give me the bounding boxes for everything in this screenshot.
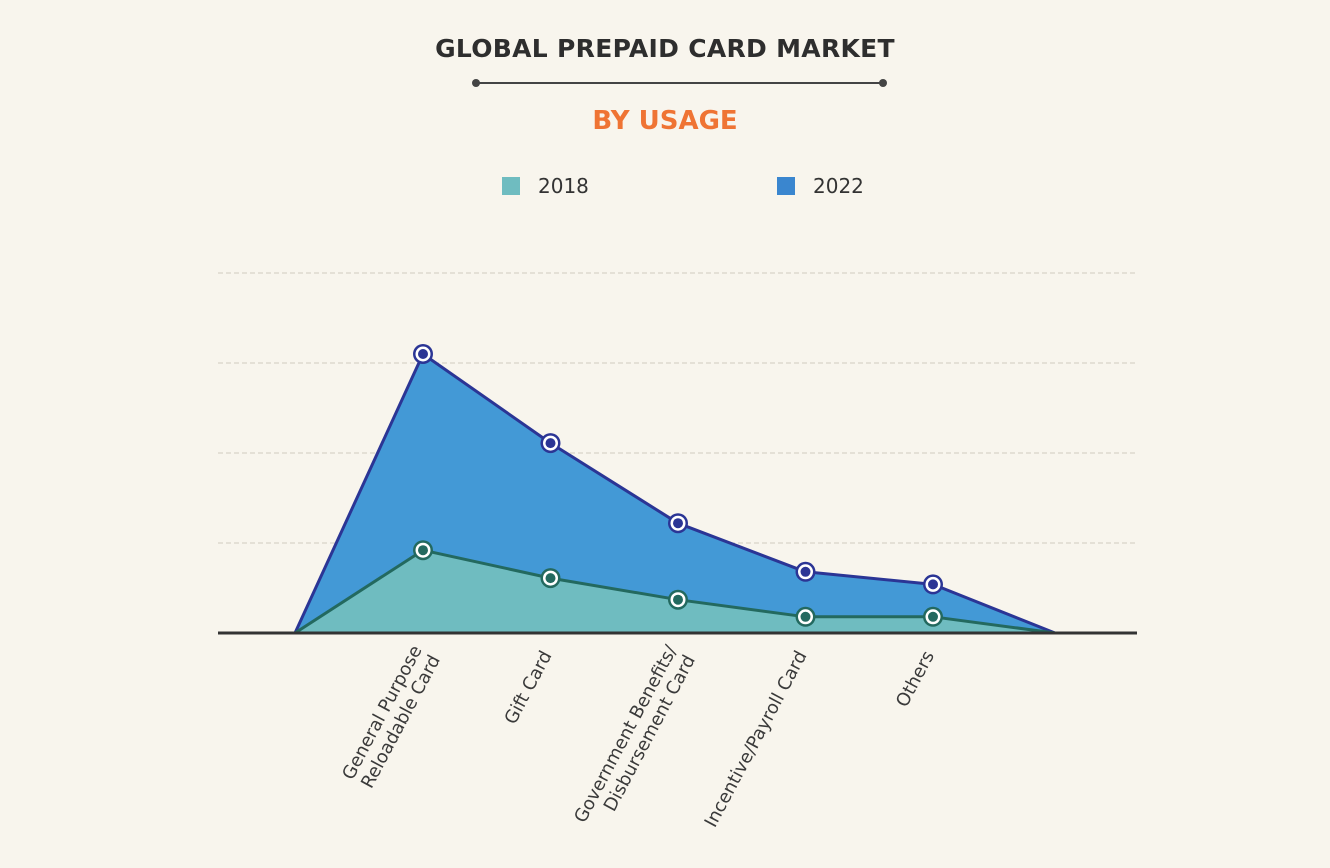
- marker-dot-2018: [418, 545, 428, 556]
- marker-dot-2018: [928, 611, 938, 622]
- chart-subtitle: BY USAGE: [592, 106, 738, 136]
- marker-dot-2018: [545, 573, 556, 584]
- marker-dot-2022: [800, 566, 811, 577]
- area-2018: [295, 550, 1055, 633]
- marker-dot-2018: [673, 594, 683, 605]
- legend-label-2018: 2018: [538, 174, 589, 198]
- x-tick-label-line: Others: [892, 647, 939, 710]
- marker-dot-2018: [800, 611, 811, 622]
- x-tick-label: Others: [892, 647, 939, 710]
- marker-dot-2022: [545, 438, 556, 449]
- marker-dot-2022: [673, 518, 683, 529]
- legend-swatch-2022: [777, 177, 795, 195]
- x-tick-label: General PurposeReloadable Card: [338, 642, 445, 793]
- x-tick-label: Gift Card: [500, 647, 556, 727]
- title-divider: [472, 79, 887, 87]
- legend-swatch-2018: [502, 177, 520, 195]
- marker-dot-2022: [928, 579, 938, 590]
- legend-item-2018: 2018: [502, 174, 589, 198]
- legend-item-2022: 2022: [777, 174, 864, 198]
- legend-label-2022: 2022: [813, 174, 864, 198]
- x-tick-label-line: Incentive/Payroll Card: [701, 647, 812, 830]
- x-tick-label-line: Gift Card: [500, 647, 556, 727]
- marker-dot-2022: [418, 349, 428, 359]
- x-tick-label: Incentive/Payroll Card: [701, 647, 812, 830]
- x-tick-label: Government Benefits/Disbursement Card: [570, 641, 700, 836]
- chart-title: GLOBAL PREPAID CARD MARKET: [435, 34, 895, 63]
